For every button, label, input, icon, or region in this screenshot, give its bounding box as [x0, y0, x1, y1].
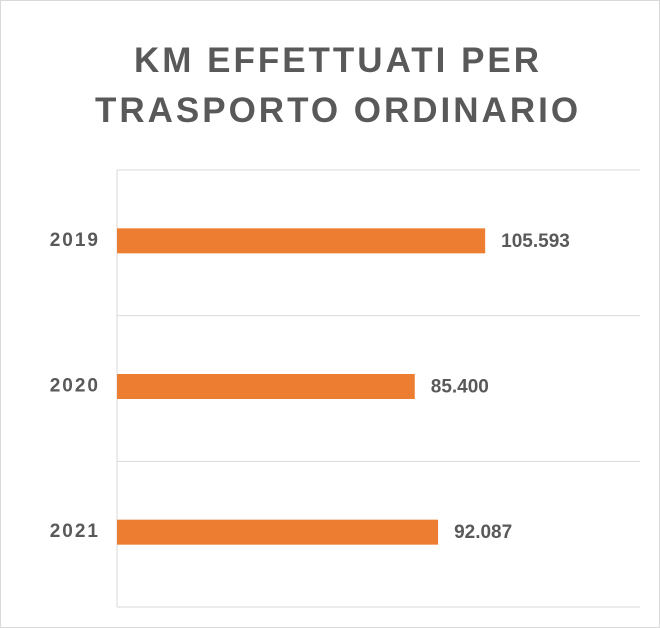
data-label: 92.087 — [454, 522, 512, 543]
y-tick-label: 2021 — [50, 521, 100, 542]
y-tick-label: 2020 — [50, 376, 100, 397]
bar — [117, 228, 486, 254]
data-label: 105.593 — [501, 231, 570, 252]
data-label: 85.400 — [431, 377, 489, 398]
chart-title: KM EFFETTUATI PER TRASPORTO ORDINARIO — [94, 41, 582, 130]
y-tick-label: 2019 — [50, 230, 100, 251]
bar — [117, 519, 439, 545]
bar — [117, 374, 415, 399]
